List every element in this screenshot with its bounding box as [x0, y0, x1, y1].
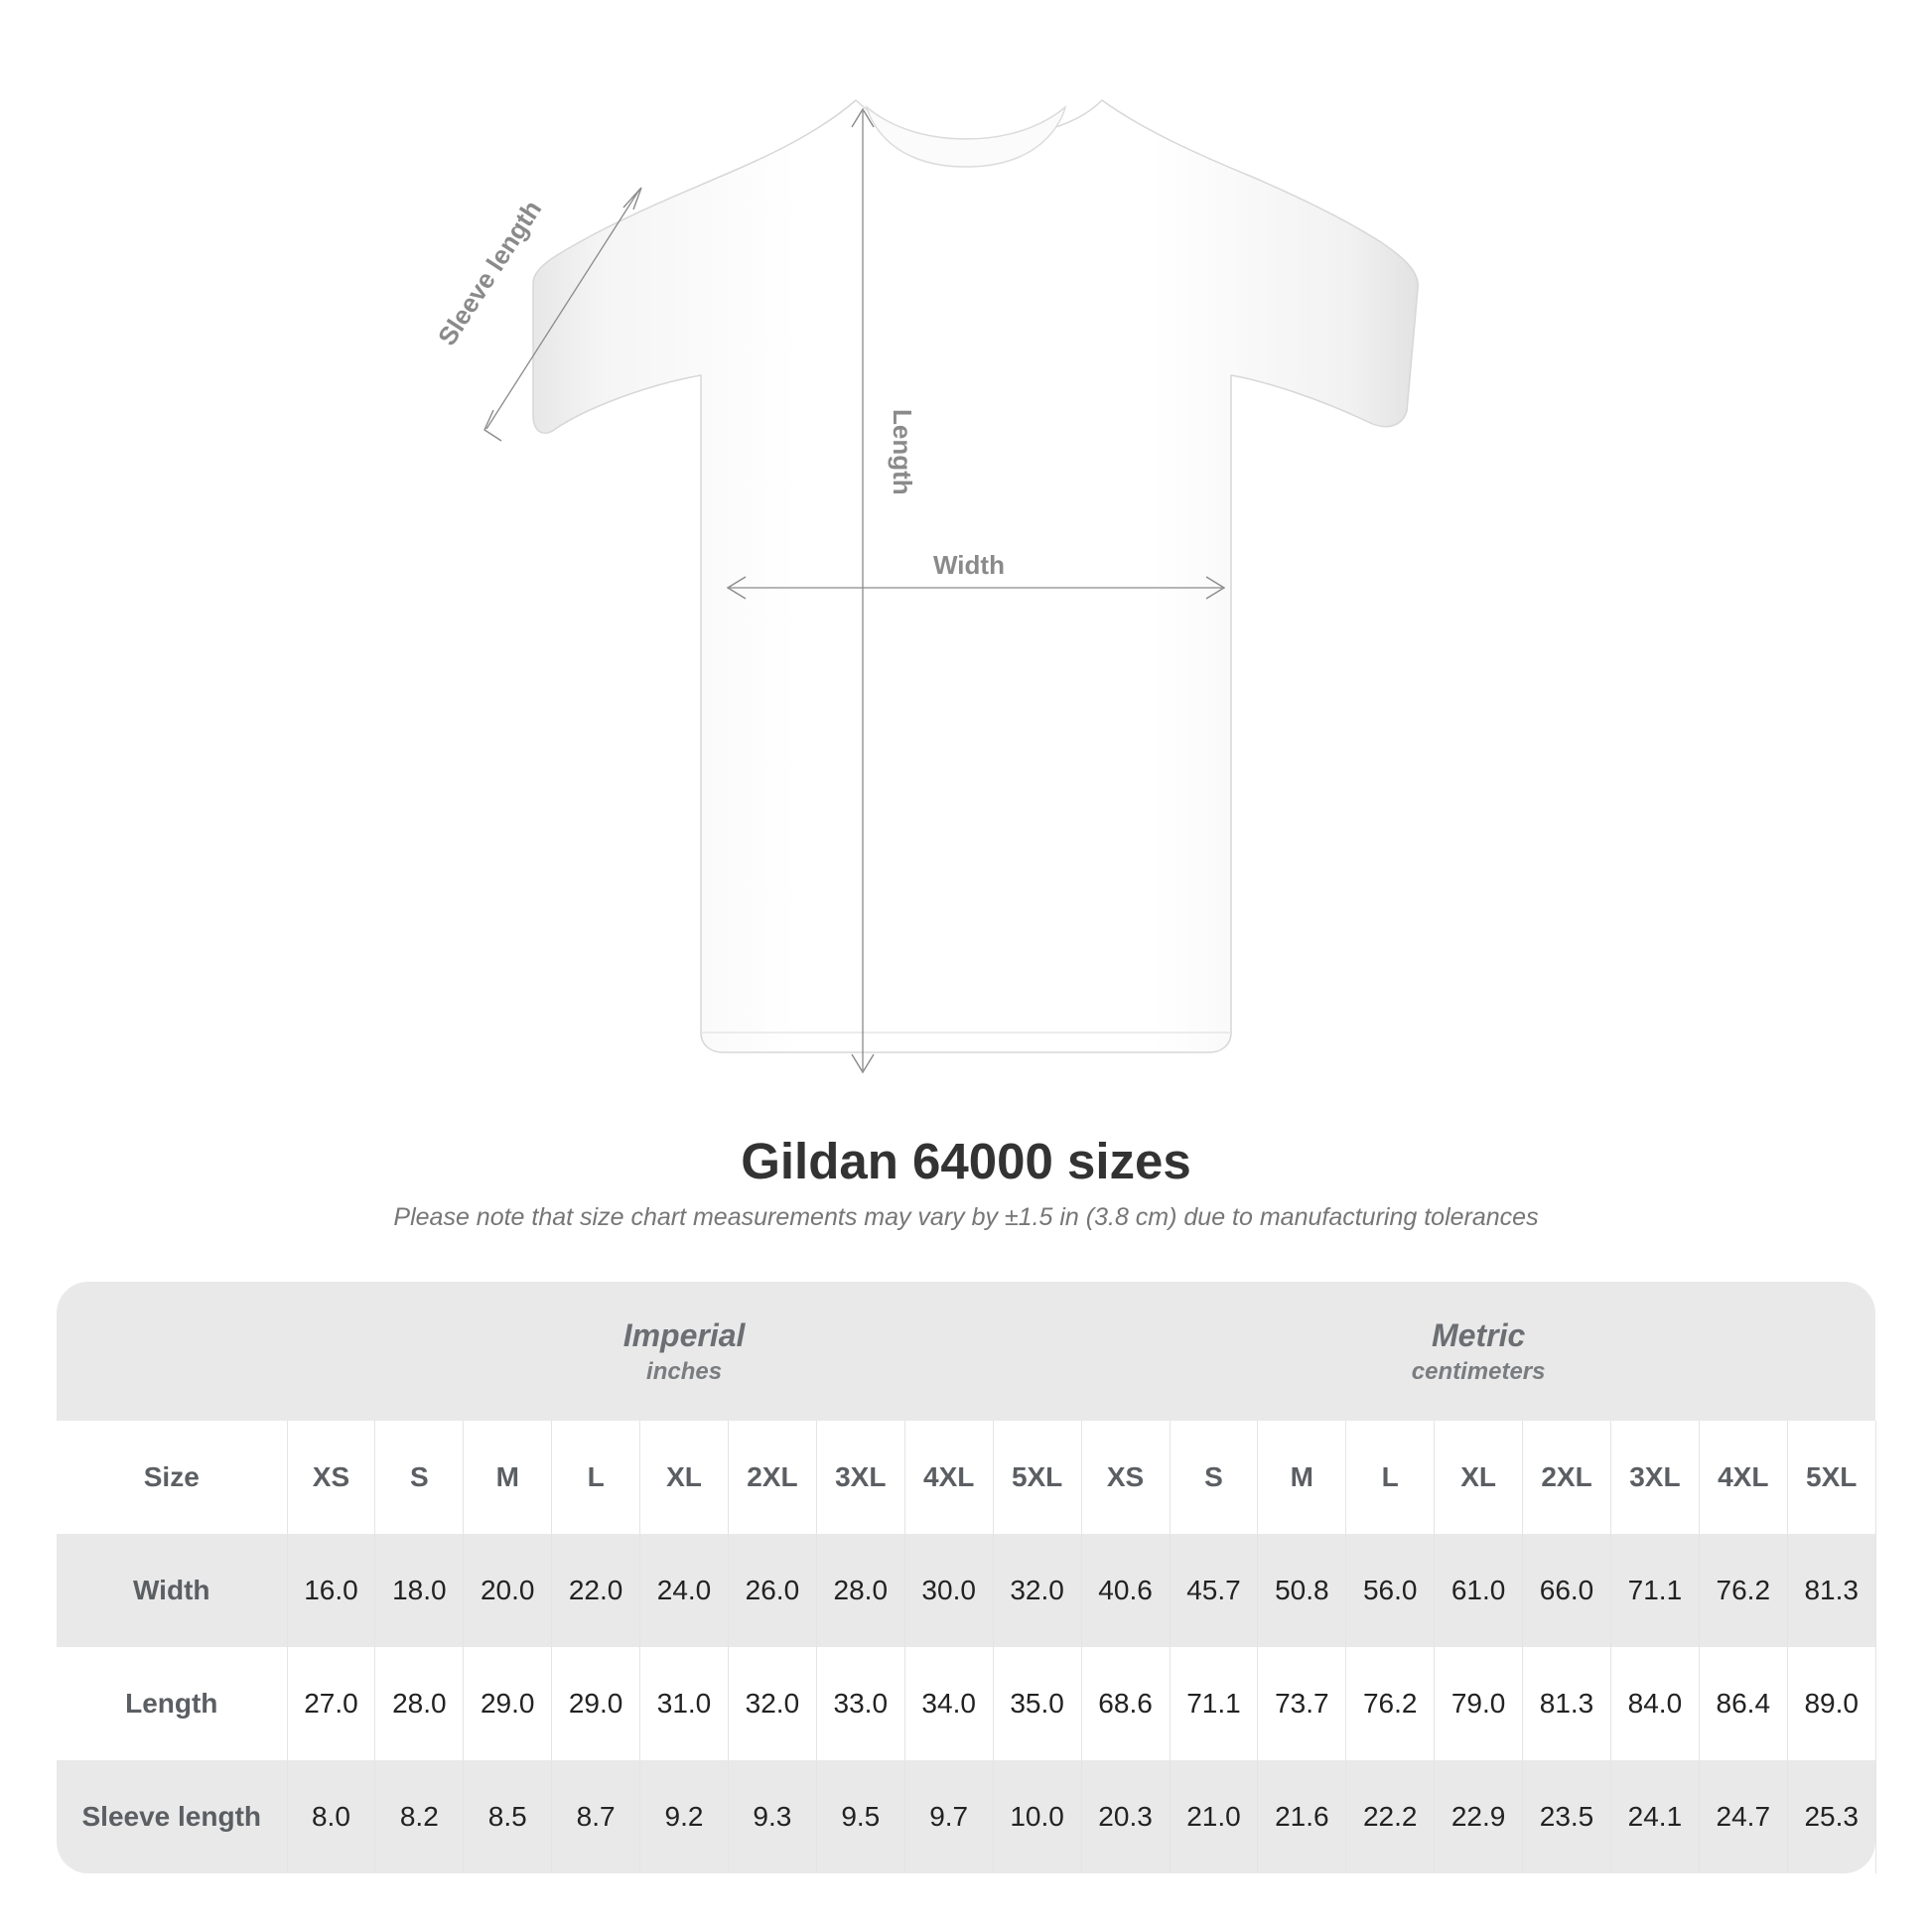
svg-text:Sleeve length: Sleeve length — [432, 195, 547, 350]
svg-text:Length: Length — [888, 409, 917, 495]
svg-text:Width: Width — [933, 550, 1005, 580]
